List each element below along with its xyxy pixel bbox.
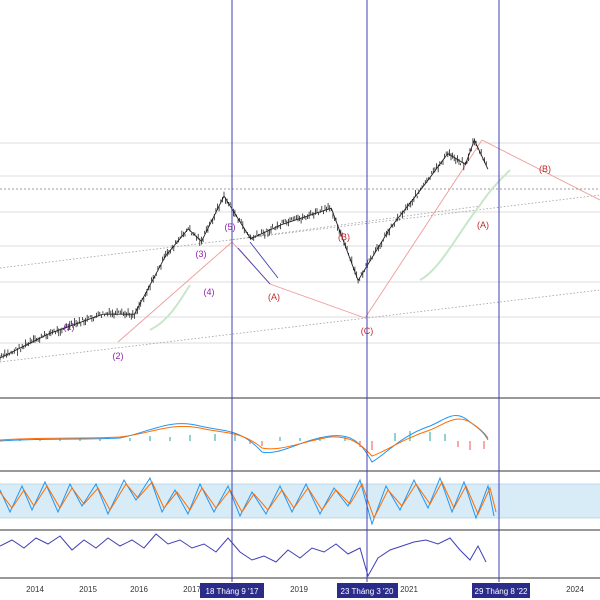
price-series: [0, 138, 489, 361]
date-badge-3-label: 29 Tháng 8 '22: [475, 587, 529, 596]
x-axis: 2014 2015 2016 2017 2019 2021 2024: [26, 585, 584, 594]
wave-label-c: (C): [361, 326, 374, 336]
wedge-lines: [237, 241, 279, 285]
wave-label-5: (5): [225, 222, 236, 232]
signal-line: [0, 418, 489, 457]
date-badge-2[interactable]: 23 Tháng 3 '20: [337, 583, 398, 598]
x-tick-2017: 2017: [183, 585, 201, 594]
price-line: [0, 138, 489, 359]
x-tick-2019: 2019: [290, 585, 308, 594]
rsi-line: [0, 533, 487, 578]
x-tick-2016: 2016: [130, 585, 148, 594]
stochastic-d: [0, 480, 497, 520]
macd-pane: [0, 415, 489, 463]
wave-label-b2: (B): [539, 164, 551, 174]
projection-shadow: [149, 169, 511, 331]
wave-label-a2: (A): [477, 220, 489, 230]
wave-label-4: (4): [204, 287, 215, 297]
x-tick-2015: 2015: [79, 585, 97, 594]
wave-label-b1: (B): [338, 232, 350, 242]
wave-label-3: (3): [196, 249, 207, 259]
wave-label-1: (1): [64, 322, 75, 332]
stochastic-band: [0, 484, 600, 518]
date-cursor-lines: [231, 0, 500, 582]
wave-label-a1: (A): [268, 292, 280, 302]
date-badge-1[interactable]: 18 Tháng 9 '17: [200, 583, 264, 598]
price-gridlines: [0, 142, 600, 344]
wave-label-2: (2): [113, 351, 124, 361]
wave-labels: (1) (2) (3) (4) (5) (A) (B) (C) (A) (B): [64, 164, 552, 361]
x-tick-2021: 2021: [400, 585, 418, 594]
date-badge-1-label: 18 Tháng 9 '17: [206, 587, 260, 596]
pane-separators: [0, 397, 600, 579]
x-tick-2014: 2014: [26, 585, 44, 594]
date-badge-3[interactable]: 29 Tháng 8 '22: [472, 583, 530, 598]
stochastic-k: [0, 476, 495, 526]
macd-histogram-neg: [249, 441, 485, 450]
date-badge-2-label: 23 Tháng 3 '20: [341, 587, 395, 596]
macd-line: [0, 415, 489, 463]
x-tick-2024: 2024: [566, 585, 584, 594]
stochastic-pane: [0, 476, 497, 526]
channel-lines: [0, 194, 600, 363]
trend-lines: [117, 139, 600, 343]
